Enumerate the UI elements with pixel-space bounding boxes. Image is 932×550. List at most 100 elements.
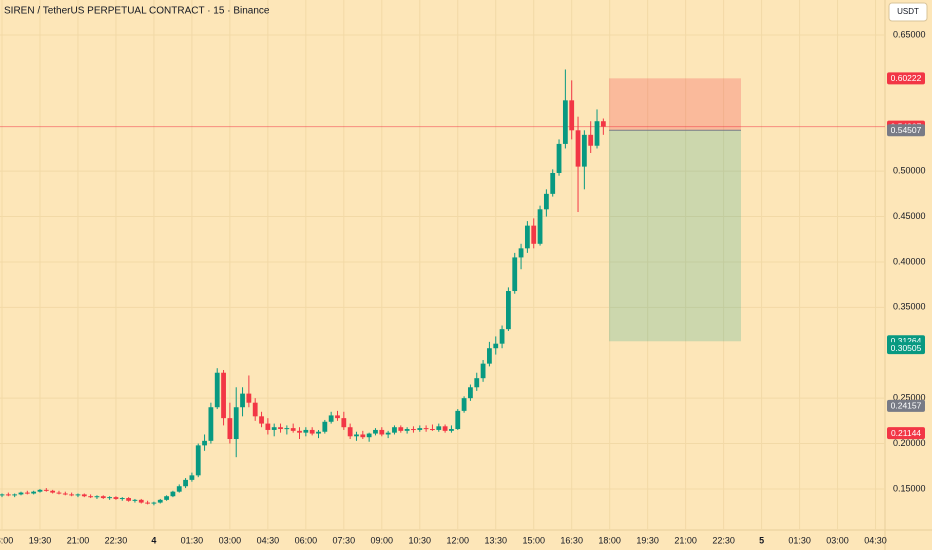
candle-body xyxy=(94,496,100,498)
x-tick-label: 12:00 xyxy=(446,535,469,545)
candle-body xyxy=(208,407,214,441)
price-label: 0.54507 xyxy=(891,125,922,135)
candle-body xyxy=(455,410,461,430)
candle-body xyxy=(227,418,233,440)
candle-body xyxy=(113,497,119,499)
candle-body xyxy=(183,479,188,487)
y-tick-label: 0.35000 xyxy=(893,302,926,312)
candle-body xyxy=(562,100,568,144)
x-tick-label: 18:00 xyxy=(598,535,621,545)
candle-body xyxy=(354,434,359,437)
price-label-box xyxy=(887,72,925,85)
candle-body xyxy=(5,494,11,496)
price-label: 0.30505 xyxy=(891,343,922,353)
x-tick-label: 18:00 xyxy=(0,535,13,545)
x-tick-label: 21:00 xyxy=(674,535,697,545)
candle-body xyxy=(138,499,144,503)
candle-body xyxy=(581,134,587,167)
candle-body xyxy=(151,502,157,504)
candle-body xyxy=(176,486,182,492)
candle-body xyxy=(62,493,68,495)
candle-body xyxy=(252,402,258,417)
currency-box[interactable] xyxy=(888,2,928,22)
price-label: 0.31264 xyxy=(891,336,922,346)
candle-body xyxy=(537,209,543,244)
candle-body xyxy=(126,498,131,501)
candle-body xyxy=(379,429,385,435)
candle-body xyxy=(493,343,499,349)
candle-body xyxy=(31,491,37,494)
y-tick-label: 0.50000 xyxy=(893,166,926,176)
candle-body xyxy=(284,428,290,430)
candle-body xyxy=(290,428,296,431)
candle-body xyxy=(531,225,537,244)
candle-body xyxy=(50,490,56,493)
candle-body xyxy=(436,426,442,430)
candle-body xyxy=(474,378,480,388)
candle-body xyxy=(12,494,18,496)
candle-body xyxy=(69,494,75,496)
candle-body xyxy=(335,415,340,419)
candle-body xyxy=(81,494,87,497)
chart-title: SIREN / TetherUS PERPETUAL CONTRACT · 15… xyxy=(4,6,270,17)
y-tick-label: 0.15000 xyxy=(893,483,926,493)
candle-body xyxy=(543,193,549,210)
x-tick-label: 01:30 xyxy=(181,535,204,545)
candle-body xyxy=(347,427,353,437)
candle-body xyxy=(417,428,423,430)
candle-body xyxy=(157,499,163,503)
x-tick-label: 4 xyxy=(151,535,156,545)
candle-body xyxy=(107,497,113,499)
candle-body xyxy=(303,429,309,433)
candle-body xyxy=(119,498,125,500)
x-tick-label: 21:00 xyxy=(67,535,90,545)
candle-body xyxy=(468,387,473,399)
candle-body xyxy=(24,492,30,494)
candle-body xyxy=(189,475,195,480)
candle-body xyxy=(309,429,315,434)
price-label-box xyxy=(887,399,925,412)
candle-body xyxy=(164,496,169,500)
candle-body xyxy=(43,489,49,491)
candle-body xyxy=(0,494,5,496)
candle-body xyxy=(449,429,454,431)
y-tick-label: 0.65000 xyxy=(893,29,926,39)
candle-body xyxy=(88,496,94,498)
candle-body xyxy=(512,257,518,292)
price-label: 0.24157 xyxy=(891,401,922,411)
x-tick-label: 09:00 xyxy=(371,535,394,545)
price-label: 0.60222 xyxy=(891,73,922,83)
x-tick-label: 04:30 xyxy=(864,535,887,545)
candle-body xyxy=(506,291,511,330)
candle-body xyxy=(600,121,606,127)
x-tick-label: 22:30 xyxy=(105,535,128,545)
candle-body xyxy=(569,100,575,131)
candle-body xyxy=(588,134,594,146)
candle-body xyxy=(556,143,562,173)
candle-body xyxy=(524,225,530,249)
candle-body xyxy=(373,429,378,434)
candle-body xyxy=(221,372,226,419)
candle-body xyxy=(132,499,138,501)
x-tick-label: 03:00 xyxy=(219,535,242,545)
candle-body xyxy=(75,494,81,496)
stop-zone xyxy=(609,78,741,131)
candle-body xyxy=(480,363,486,379)
currency[interactable]: USDT xyxy=(897,7,919,16)
price-label-box xyxy=(887,342,925,355)
candle-body xyxy=(170,491,176,497)
candle-body xyxy=(18,492,24,495)
candle-body xyxy=(385,432,391,435)
x-tick-label: 01:30 xyxy=(788,535,811,545)
y-tick-label: 0.25000 xyxy=(893,393,926,403)
x-tick-label: 03:00 xyxy=(826,535,849,545)
x-tick-label: 5 xyxy=(759,535,764,545)
candle-body xyxy=(442,426,448,431)
candle-body xyxy=(575,130,581,167)
candle-body xyxy=(423,428,429,430)
candle-body xyxy=(499,329,505,344)
y-tick-label: 0.45000 xyxy=(893,211,926,221)
candle-body xyxy=(100,496,106,499)
candle-body xyxy=(265,423,271,430)
